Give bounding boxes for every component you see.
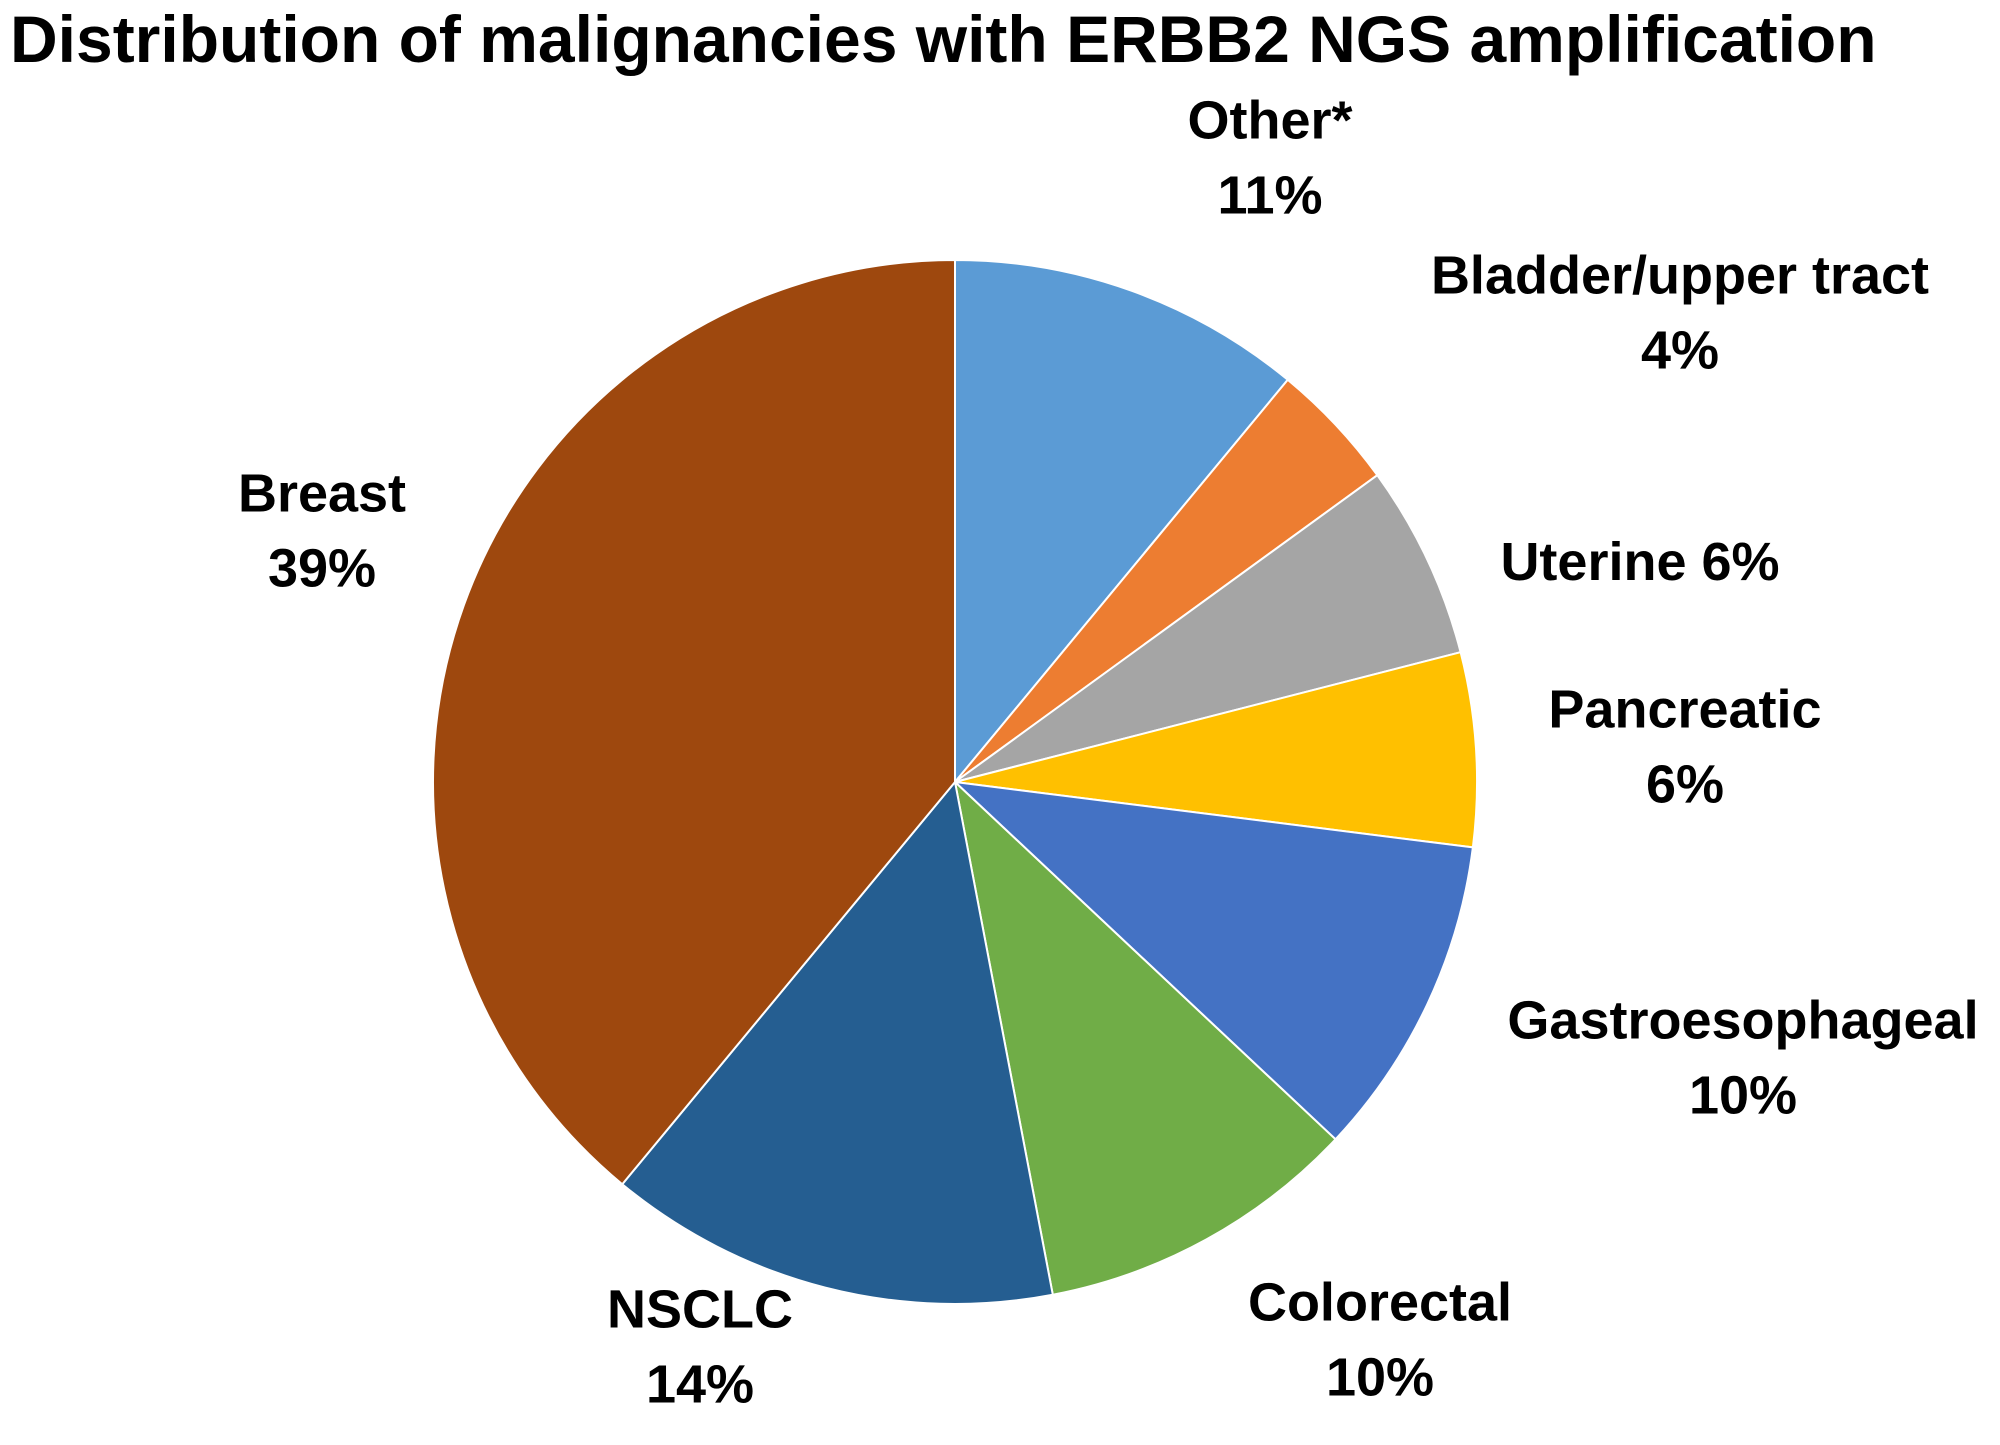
slice-label-breast: Breast 39% (238, 464, 406, 599)
slice-label-uterine: Uterine 6% (1500, 532, 1779, 592)
slice-label-gastroesophageal: Gastroesophageal 10% (1507, 991, 1978, 1126)
pie-slice-gastroesophageal (952, 780, 1474, 1141)
chart-title: Distribution of malignancies with ERBB2 … (10, 2, 1877, 76)
pie-slice-breast (432, 258, 956, 1186)
pie-slice-uterine (954, 473, 1462, 783)
slice-label-nsclc: NSCLC 14% (607, 1280, 793, 1415)
pie-slices (432, 258, 1478, 1305)
slice-label-bladder-upper-tract: Bladder/upper tract 4% (1431, 246, 1929, 381)
pie-slice-pancreatic (954, 650, 1478, 849)
slice-label-colorectal: Colorectal 10% (1248, 1273, 1512, 1408)
pie-slice-other (954, 258, 1290, 785)
pie-slice-nsclc (620, 779, 1054, 1305)
slice-labels: Other* 11% Bladder/upper tract 4% Uterine 6%… (238, 91, 1979, 1415)
pie-slice-colorectal (953, 779, 1337, 1296)
slice-label-pancreatic: Pancreatic 6% (1548, 680, 1821, 815)
slice-label-other: Other* 11% (1187, 91, 1352, 226)
